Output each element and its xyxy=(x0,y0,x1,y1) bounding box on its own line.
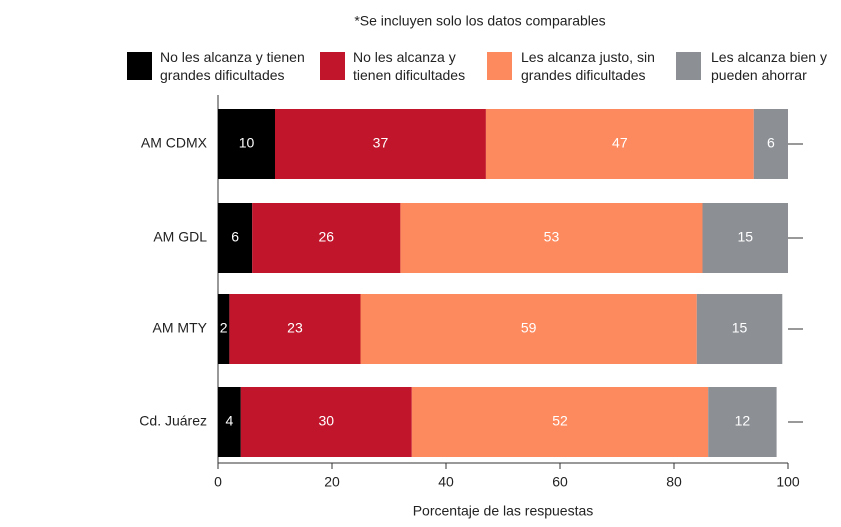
legend-label: Les alcanza justo, sin grandes dificulta… xyxy=(521,49,655,83)
y-tick-label: Cd. Juárez xyxy=(139,413,207,429)
data-label: 6 xyxy=(767,135,775,151)
bar-segment xyxy=(229,294,361,364)
legend-label: No les alcanza y tienen grandes dificult… xyxy=(160,49,305,83)
bar-segment xyxy=(485,109,754,179)
legend-label: No les alcanza y tienen dificultades xyxy=(353,49,466,83)
y-tick-label: AM MTY xyxy=(153,320,208,336)
data-label: 2 xyxy=(220,320,228,336)
data-label: 30 xyxy=(319,413,335,429)
data-label: 37 xyxy=(373,135,389,151)
data-label: 6 xyxy=(231,229,239,245)
legend-swatch xyxy=(320,52,345,80)
bar-segment xyxy=(753,109,788,179)
bar-segment xyxy=(275,109,486,179)
data-label: 52 xyxy=(552,413,568,429)
data-label: 15 xyxy=(732,320,748,336)
bar-segment xyxy=(708,387,777,457)
legend-swatch xyxy=(487,52,512,80)
bar-segment xyxy=(218,294,230,364)
x-tick-label: 60 xyxy=(552,474,568,490)
chart-title: *Se incluyen solo los datos comparables xyxy=(354,13,605,29)
data-label: 10 xyxy=(239,135,255,151)
y-tick-label: AM CDMX xyxy=(141,135,208,151)
y-tick-label: AM GDL xyxy=(153,229,207,245)
bar-segment xyxy=(218,109,275,179)
legend-swatch xyxy=(676,52,701,80)
x-tick-label: 20 xyxy=(324,474,340,490)
bar-segment xyxy=(400,203,703,273)
x-axis-label: Porcentaje de las respuestas xyxy=(413,503,594,519)
data-label: 23 xyxy=(287,320,303,336)
bar-segment xyxy=(218,387,241,457)
bar-segment xyxy=(218,203,253,273)
bar-segment xyxy=(252,203,401,273)
data-label: 26 xyxy=(319,229,335,245)
bar-segment xyxy=(696,294,783,364)
x-tick-label: 0 xyxy=(214,474,222,490)
bar-segment xyxy=(360,294,697,364)
x-tick-label: 40 xyxy=(438,474,454,490)
data-label: 47 xyxy=(612,135,628,151)
data-label: 12 xyxy=(735,413,751,429)
data-label: 53 xyxy=(544,229,560,245)
bar-segment xyxy=(702,203,788,273)
data-label: 4 xyxy=(226,413,234,429)
x-tick-label: 100 xyxy=(776,474,800,490)
data-label: 59 xyxy=(521,320,537,336)
bar-segment xyxy=(240,387,412,457)
data-label: 15 xyxy=(737,229,753,245)
x-tick-label: 80 xyxy=(666,474,682,490)
legend-swatch xyxy=(127,52,152,80)
bar-segment xyxy=(411,387,709,457)
legend-label: Les alcanza bien y pueden ahorrar xyxy=(711,49,827,83)
